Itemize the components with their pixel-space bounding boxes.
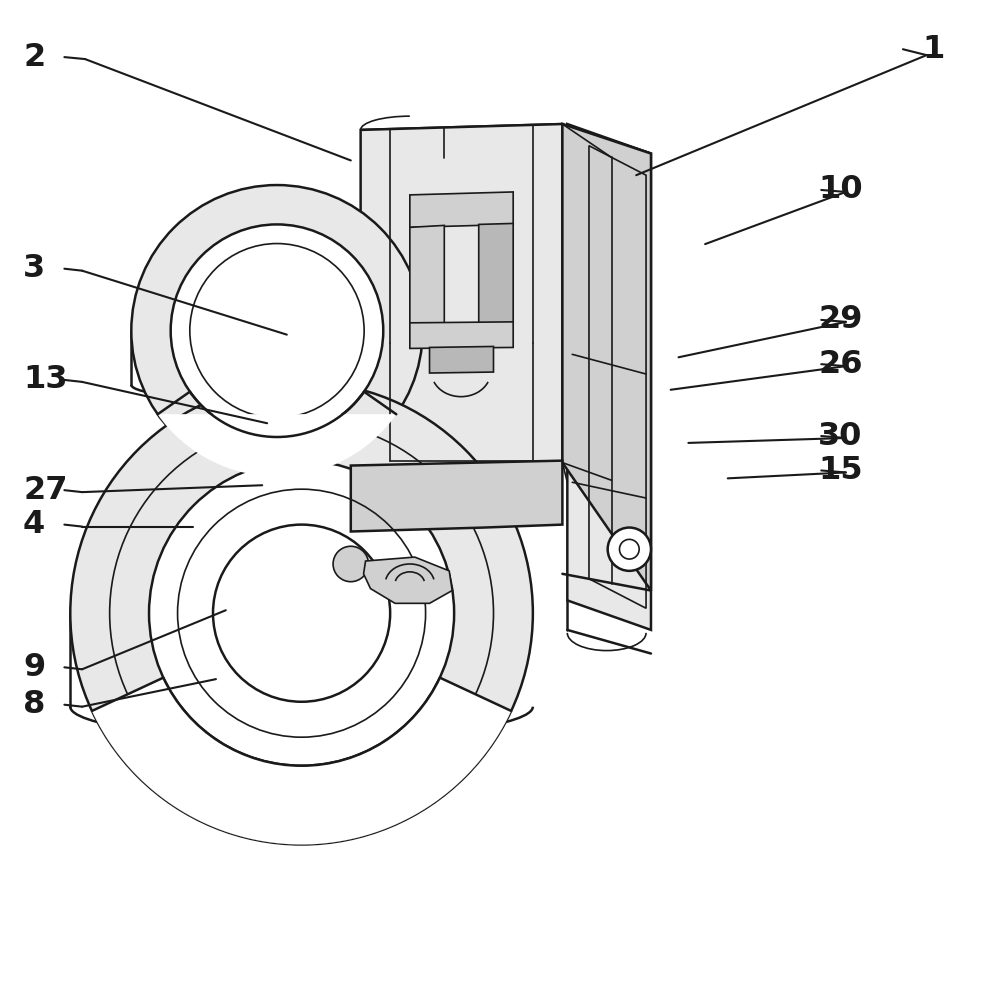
Polygon shape: [409, 225, 444, 325]
Text: 8: 8: [23, 689, 45, 720]
Circle shape: [70, 382, 532, 844]
Text: 9: 9: [23, 652, 45, 683]
Circle shape: [213, 525, 389, 702]
Text: 26: 26: [817, 349, 862, 380]
Text: 13: 13: [23, 364, 67, 395]
Polygon shape: [92, 678, 511, 844]
Circle shape: [619, 539, 639, 559]
Polygon shape: [409, 322, 513, 348]
Text: 10: 10: [817, 174, 862, 205]
Text: 27: 27: [23, 475, 67, 506]
Circle shape: [149, 461, 454, 766]
Polygon shape: [360, 124, 562, 469]
Polygon shape: [429, 346, 493, 373]
Polygon shape: [363, 557, 452, 603]
Polygon shape: [567, 124, 651, 630]
Circle shape: [607, 528, 651, 571]
Polygon shape: [158, 414, 396, 476]
Polygon shape: [409, 192, 513, 227]
Circle shape: [171, 224, 383, 437]
Text: 3: 3: [23, 253, 45, 284]
Text: 29: 29: [817, 304, 862, 335]
Text: 4: 4: [23, 509, 45, 540]
Text: 15: 15: [817, 455, 862, 486]
Text: 1: 1: [921, 34, 944, 65]
Polygon shape: [562, 124, 651, 591]
Circle shape: [332, 546, 368, 582]
Polygon shape: [360, 124, 651, 159]
Text: 2: 2: [23, 42, 45, 73]
Circle shape: [131, 185, 422, 476]
Polygon shape: [350, 461, 562, 531]
Text: 30: 30: [817, 421, 862, 452]
Polygon shape: [478, 223, 513, 324]
